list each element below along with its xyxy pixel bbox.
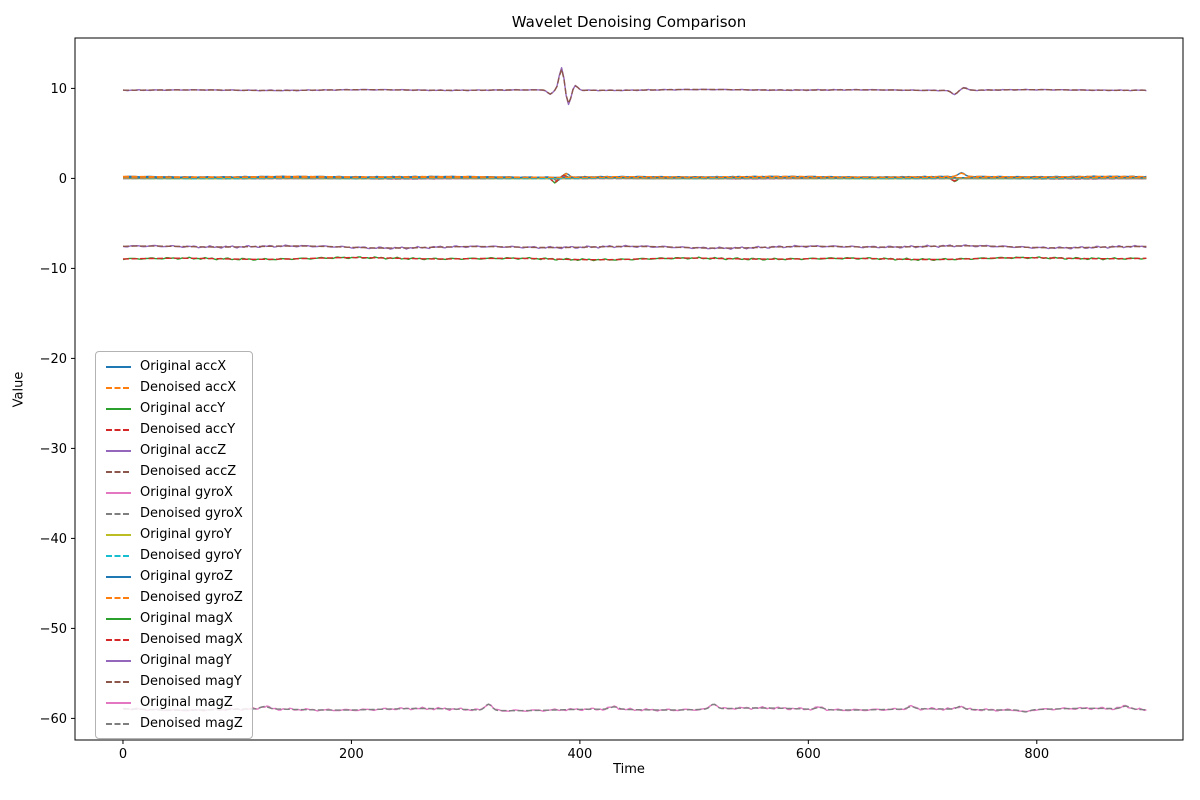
- legend-item-label: Original magZ: [140, 695, 233, 710]
- legend-item: Denoised magX: [105, 629, 243, 650]
- legend-item: Original magX: [105, 608, 243, 629]
- legend-item-label: Original magY: [140, 653, 232, 668]
- legend-line-sample: [106, 365, 131, 368]
- legend-item-label: Denoised accX: [140, 380, 237, 395]
- y-tick-label: −60: [40, 712, 67, 727]
- legend-line-sample: [106, 428, 131, 431]
- legend-item: Original magY: [105, 650, 243, 671]
- series-line-denoised-accx: [123, 172, 1147, 182]
- legend: Original accX Denoised accX Original accY D…: [95, 351, 253, 739]
- x-tick-label: 200: [339, 747, 364, 762]
- y-axis-label-wrap: Value: [4, 38, 34, 740]
- legend-item-label: Denoised accZ: [140, 464, 237, 479]
- legend-item-label: Denoised magX: [140, 632, 243, 647]
- legend-item-label: Original accX: [140, 359, 227, 374]
- legend-item-label: Denoised magZ: [140, 716, 243, 731]
- y-tick-label: −50: [40, 622, 67, 637]
- legend-line-sample: [106, 533, 131, 536]
- legend-item: Denoised magY: [105, 671, 243, 692]
- legend-line-sample: [106, 617, 131, 620]
- y-tick-label: −30: [40, 442, 67, 457]
- legend-item: Denoised accX: [105, 377, 243, 398]
- legend-line-sample: [106, 386, 131, 389]
- y-tick-label: −20: [40, 352, 67, 367]
- y-axis-label: Value: [11, 371, 27, 407]
- legend-item-label: Original gyroZ: [140, 569, 233, 584]
- legend-item-label: Denoised gyroX: [140, 506, 243, 521]
- x-tick-label: 800: [1024, 747, 1049, 762]
- legend-item: Denoised accY: [105, 419, 243, 440]
- legend-line-sample: [106, 407, 131, 410]
- x-axis-label: Time: [613, 762, 645, 777]
- legend-line-sample: [106, 449, 131, 452]
- series-line-denoised-magx: [123, 256, 1147, 261]
- legend-line-sample: [106, 596, 131, 599]
- legend-item: Denoised accZ: [105, 461, 243, 482]
- legend-item-label: Original accY: [140, 401, 226, 416]
- series-line-original-accz: [122, 66, 1147, 106]
- legend-item: Original accX: [105, 356, 243, 377]
- y-tick-label: 0: [59, 172, 67, 187]
- legend-line-sample: [106, 659, 131, 662]
- legend-line-sample: [106, 680, 131, 683]
- x-tick-label: 600: [796, 747, 821, 762]
- legend-item: Denoised gyroZ: [105, 587, 243, 608]
- legend-item: Denoised gyroY: [105, 545, 243, 566]
- legend-line-sample: [106, 638, 131, 641]
- legend-item-label: Original gyroY: [140, 527, 232, 542]
- legend-item: Denoised magZ: [105, 713, 243, 734]
- legend-line-sample: [106, 512, 131, 515]
- y-tick-label: 10: [50, 82, 67, 97]
- legend-item: Original magZ: [105, 692, 243, 713]
- legend-item: Original accY: [105, 398, 243, 419]
- legend-item: Original gyroX: [105, 482, 243, 503]
- series-line-denoised-magz: [122, 703, 1147, 713]
- y-tick-label: −10: [40, 262, 67, 277]
- legend-line-sample: [106, 575, 131, 578]
- legend-item: Original gyroZ: [105, 566, 243, 587]
- legend-line-sample: [106, 491, 131, 494]
- axes-spines: [74, 37, 1184, 741]
- x-tick-label: 400: [567, 747, 592, 762]
- legend-line-sample: [106, 554, 131, 557]
- x-tick-label: 0: [119, 747, 127, 762]
- legend-line-sample: [106, 722, 131, 725]
- chart-title: Wavelet Denoising Comparison: [511, 13, 747, 31]
- legend-item-label: Denoised gyroZ: [140, 590, 243, 605]
- legend-item-label: Original gyroX: [140, 485, 233, 500]
- y-tick-label: −40: [40, 532, 67, 547]
- legend-item: Original gyroY: [105, 524, 243, 545]
- legend-item: Original accZ: [105, 440, 243, 461]
- legend-item-label: Original accZ: [140, 443, 227, 458]
- legend-item-label: Denoised magY: [140, 674, 242, 689]
- legend-item: Denoised gyroX: [105, 503, 243, 524]
- legend-item-label: Denoised accY: [140, 422, 236, 437]
- series-line-denoised-gyroz: [123, 176, 1147, 179]
- legend-item-label: Denoised gyroY: [140, 548, 242, 563]
- legend-line-sample: [106, 701, 131, 704]
- legend-item-label: Original magX: [140, 611, 233, 626]
- series-line-denoised-accz: [123, 68, 1147, 105]
- series-line-denoised-magy: [123, 245, 1147, 249]
- legend-line-sample: [106, 470, 131, 473]
